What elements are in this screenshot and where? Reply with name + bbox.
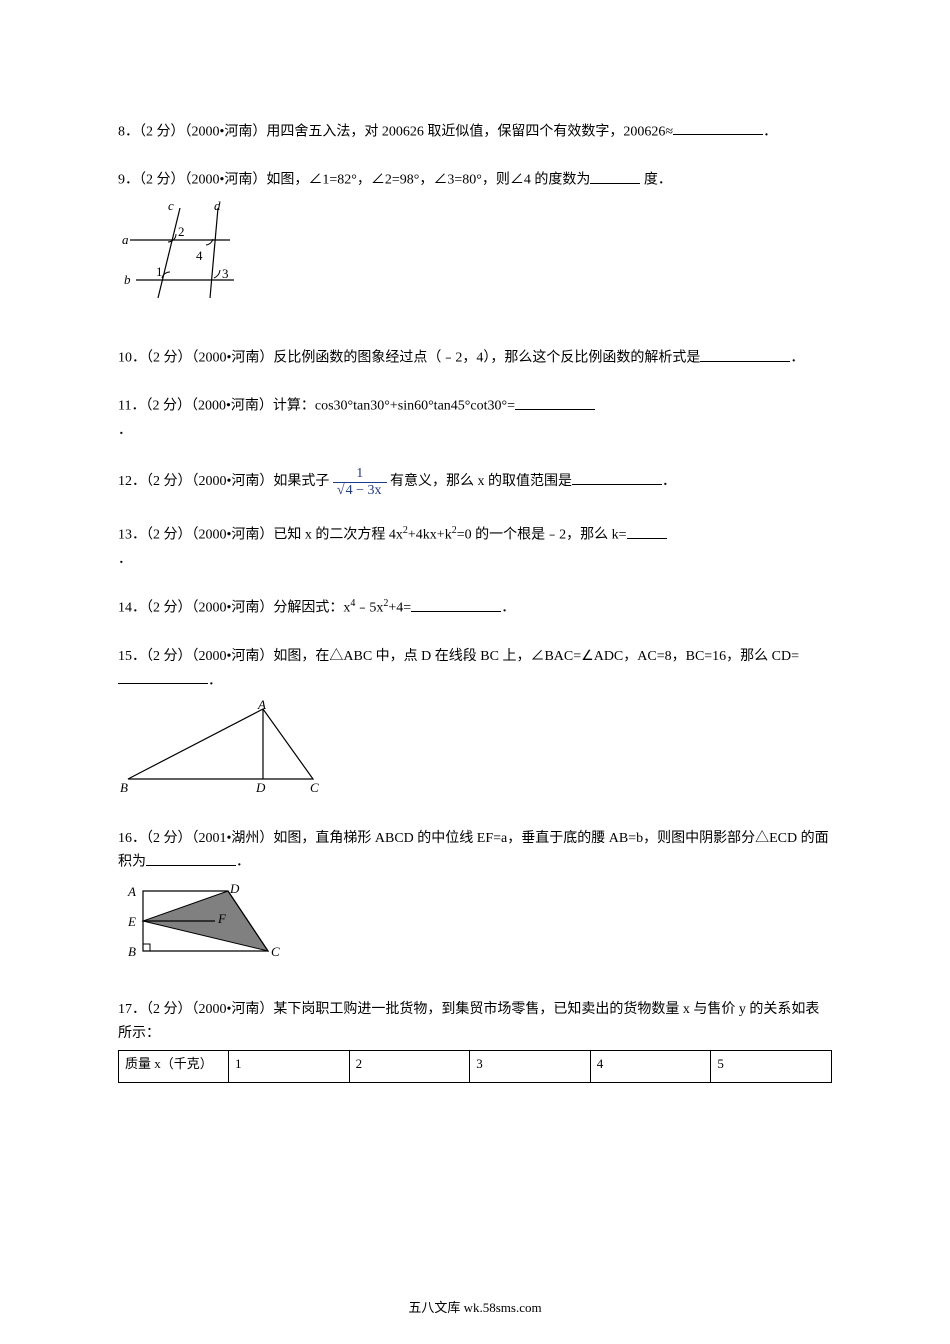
q15-text-b: ．	[208, 673, 222, 688]
q11-blank	[515, 394, 595, 409]
q16-blank	[146, 850, 236, 865]
q17-cell: 3	[470, 1050, 591, 1082]
q13-text-a: 13．（2 分）（2000•河南）已知 x 的二次方程 4x	[118, 528, 403, 543]
svg-text:B: B	[128, 944, 136, 959]
svg-text:D: D	[255, 780, 266, 794]
question-15: 15．（2 分）（2000•河南）如图，在△ABC 中，点 D 在线段 BC 上…	[118, 645, 832, 803]
q13-text-b: +4kx+k	[408, 528, 452, 543]
svg-text:a: a	[122, 232, 129, 247]
question-17: 17．（2 分）（2000•河南）某下岗职工购进一批货物，到集贸市场零售，已知卖…	[118, 998, 832, 1083]
q9-text-b: 度．	[644, 173, 672, 188]
q13-text-d: ．	[118, 552, 132, 567]
q12-text-a: 12．（2 分）（2000•河南）如果式子	[118, 474, 329, 489]
svg-text:C: C	[310, 780, 319, 794]
svg-text:E: E	[127, 914, 136, 929]
sqrt-icon: √	[337, 483, 345, 498]
q14-text-a: 14．（2 分）（2000•河南）分解因式：x	[118, 601, 350, 616]
q9-blank	[590, 168, 640, 183]
q14-blank	[411, 597, 501, 612]
q12-frac-num: 1	[333, 466, 387, 482]
q8-blank	[673, 120, 763, 135]
q14-text-d: ．	[501, 601, 515, 616]
q10-blank	[700, 346, 790, 361]
page-footer: 五八文库 wk.58sms.com	[0, 1297, 950, 1316]
q9-figure: 1 2 3 4 a b c d	[118, 198, 832, 322]
question-14: 14．（2 分）（2000•河南）分解因式：x4﹣5x2+4=．	[118, 595, 832, 620]
q10-text-a: 10．（2 分）（2000•河南）反比例函数的图象经过点（﹣2，4），那么这个反…	[118, 351, 700, 366]
svg-text:2: 2	[178, 224, 185, 239]
q17-cell: 5	[711, 1050, 832, 1082]
q12-fraction: 1 √4 − 3x	[333, 466, 387, 498]
svg-text:d: d	[214, 198, 221, 213]
q17-table: 质量 x（千克） 1 2 3 4 5	[118, 1050, 832, 1083]
q9-text-a: 9．（2 分）（2000•河南）如图，∠1=82°，∠2=98°，∠3=80°，…	[118, 173, 590, 188]
q16-text-b: ．	[236, 855, 250, 870]
q12-frac-radicand: 4 − 3x	[345, 482, 383, 498]
q13-blank	[627, 523, 667, 538]
footer-text: 五八文库 wk.58sms.com	[408, 1300, 541, 1315]
q17-col-header: 质量 x（千克）	[119, 1050, 229, 1082]
question-16: 16．（2 分）（2001•湖州）如图，直角梯形 ABCD 的中位线 EF=a，…	[118, 827, 832, 975]
q11-text-b: ．	[118, 423, 132, 438]
q8-text-a: 8．（2 分）（2000•河南）用四舍五入法，对 200626 取近似值，保留四…	[118, 124, 673, 139]
question-11: 11．（2 分）（2000•河南）计算：cos30°tan30°+sin60°t…	[118, 394, 832, 442]
q14-text-c: +4=	[388, 601, 411, 616]
q17-text-a: 17．（2 分）（2000•河南）某下岗职工购进一批货物，到集贸市场零售，已知卖…	[118, 1002, 819, 1041]
svg-text:c: c	[168, 198, 174, 213]
q12-frac-den: √4 − 3x	[333, 483, 387, 498]
q13-text-c: =0 的一个根是﹣2，那么 k=	[457, 528, 627, 543]
q14-text-b: ﹣5x	[355, 601, 383, 616]
svg-text:A: A	[127, 884, 136, 899]
question-8: 8．（2 分）（2000•河南）用四舍五入法，对 200626 取近似值，保留四…	[118, 120, 832, 144]
q15-text-a: 15．（2 分）（2000•河南）如图，在△ABC 中，点 D 在线段 BC 上…	[118, 649, 799, 664]
question-10: 10．（2 分）（2000•河南）反比例函数的图象经过点（﹣2，4），那么这个反…	[118, 346, 832, 370]
question-13: 13．（2 分）（2000•河南）已知 x 的二次方程 4x2+4kx+k2=0…	[118, 522, 832, 571]
q12-text-c: ．	[662, 474, 676, 489]
svg-text:4: 4	[196, 248, 203, 263]
svg-text:b: b	[124, 272, 131, 287]
q12-text-b: 有意义，那么 x 的取值范围是	[390, 474, 572, 489]
svg-text:3: 3	[222, 266, 229, 281]
q17-cell: 1	[229, 1050, 350, 1082]
q17-cell: 4	[590, 1050, 711, 1082]
q16-figure: A D E F B C	[118, 881, 832, 975]
svg-text:B: B	[120, 780, 128, 794]
table-row: 质量 x（千克） 1 2 3 4 5	[119, 1050, 832, 1082]
q15-blank	[118, 669, 208, 684]
svg-text:F: F	[217, 911, 227, 926]
question-12: 12．（2 分）（2000•河南）如果式子 1 √4 − 3x 有意义，那么 x…	[118, 466, 832, 498]
question-9: 9．（2 分）（2000•河南）如图，∠1=82°，∠2=98°，∠3=80°，…	[118, 168, 832, 322]
svg-text:D: D	[229, 881, 240, 896]
q8-text-b: ．	[763, 124, 777, 139]
svg-text:1: 1	[156, 264, 163, 279]
q10-text-b: ．	[790, 351, 804, 366]
q11-text-a: 11．（2 分）（2000•河南）计算：cos30°tan30°+sin60°t…	[118, 399, 515, 414]
svg-text:A: A	[257, 699, 266, 712]
q12-blank	[572, 470, 662, 485]
q17-cell: 2	[349, 1050, 470, 1082]
q15-figure: A B C D	[118, 699, 832, 803]
svg-text:C: C	[271, 944, 280, 959]
